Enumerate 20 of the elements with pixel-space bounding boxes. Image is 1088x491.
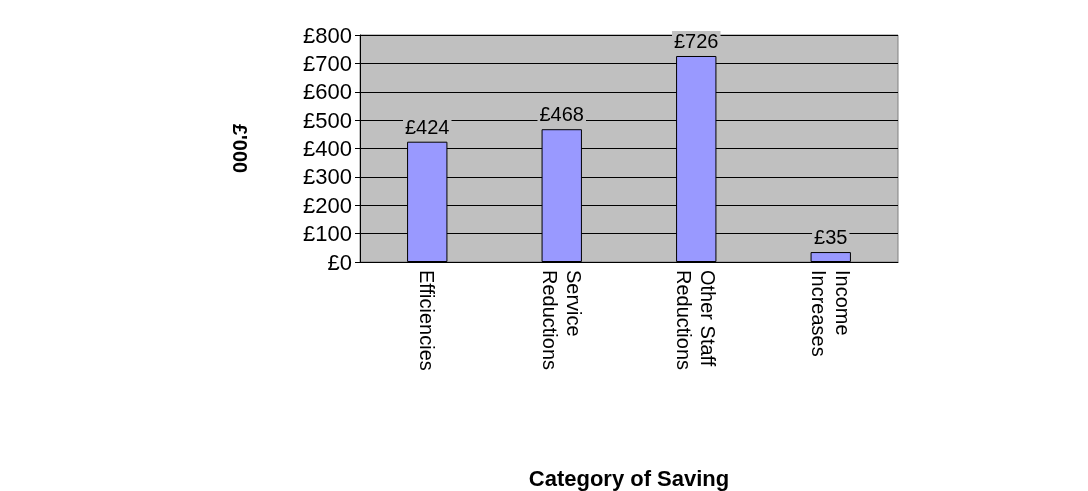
x-tick-label: Service Reductions <box>538 270 585 371</box>
y-axis-title: £'000 <box>229 123 251 174</box>
y-tick-label: £700 <box>303 50 352 76</box>
y-tick-label: £500 <box>303 107 352 133</box>
y-tick-label: £800 <box>303 22 352 48</box>
y-tick-label: £200 <box>303 192 352 218</box>
y-tick-label: £400 <box>303 136 352 161</box>
data-label: £424 <box>405 115 450 138</box>
y-tick-label: £600 <box>303 79 352 105</box>
x-axis-title: Category of Saving <box>528 465 730 491</box>
data-label: £35 <box>814 226 848 249</box>
bar <box>810 252 851 262</box>
data-label: £726 <box>674 30 719 52</box>
x-tick-label: Income Increases <box>807 270 854 357</box>
x-tick-label: Other Staff Reductions <box>673 270 720 372</box>
y-tick-label: £0 <box>327 249 352 275</box>
y-tick-label: £300 <box>303 164 352 190</box>
y-tick-label: £100 <box>303 221 352 247</box>
x-tick-label: Efficiencies <box>416 270 439 371</box>
data-label: £468 <box>539 103 584 126</box>
